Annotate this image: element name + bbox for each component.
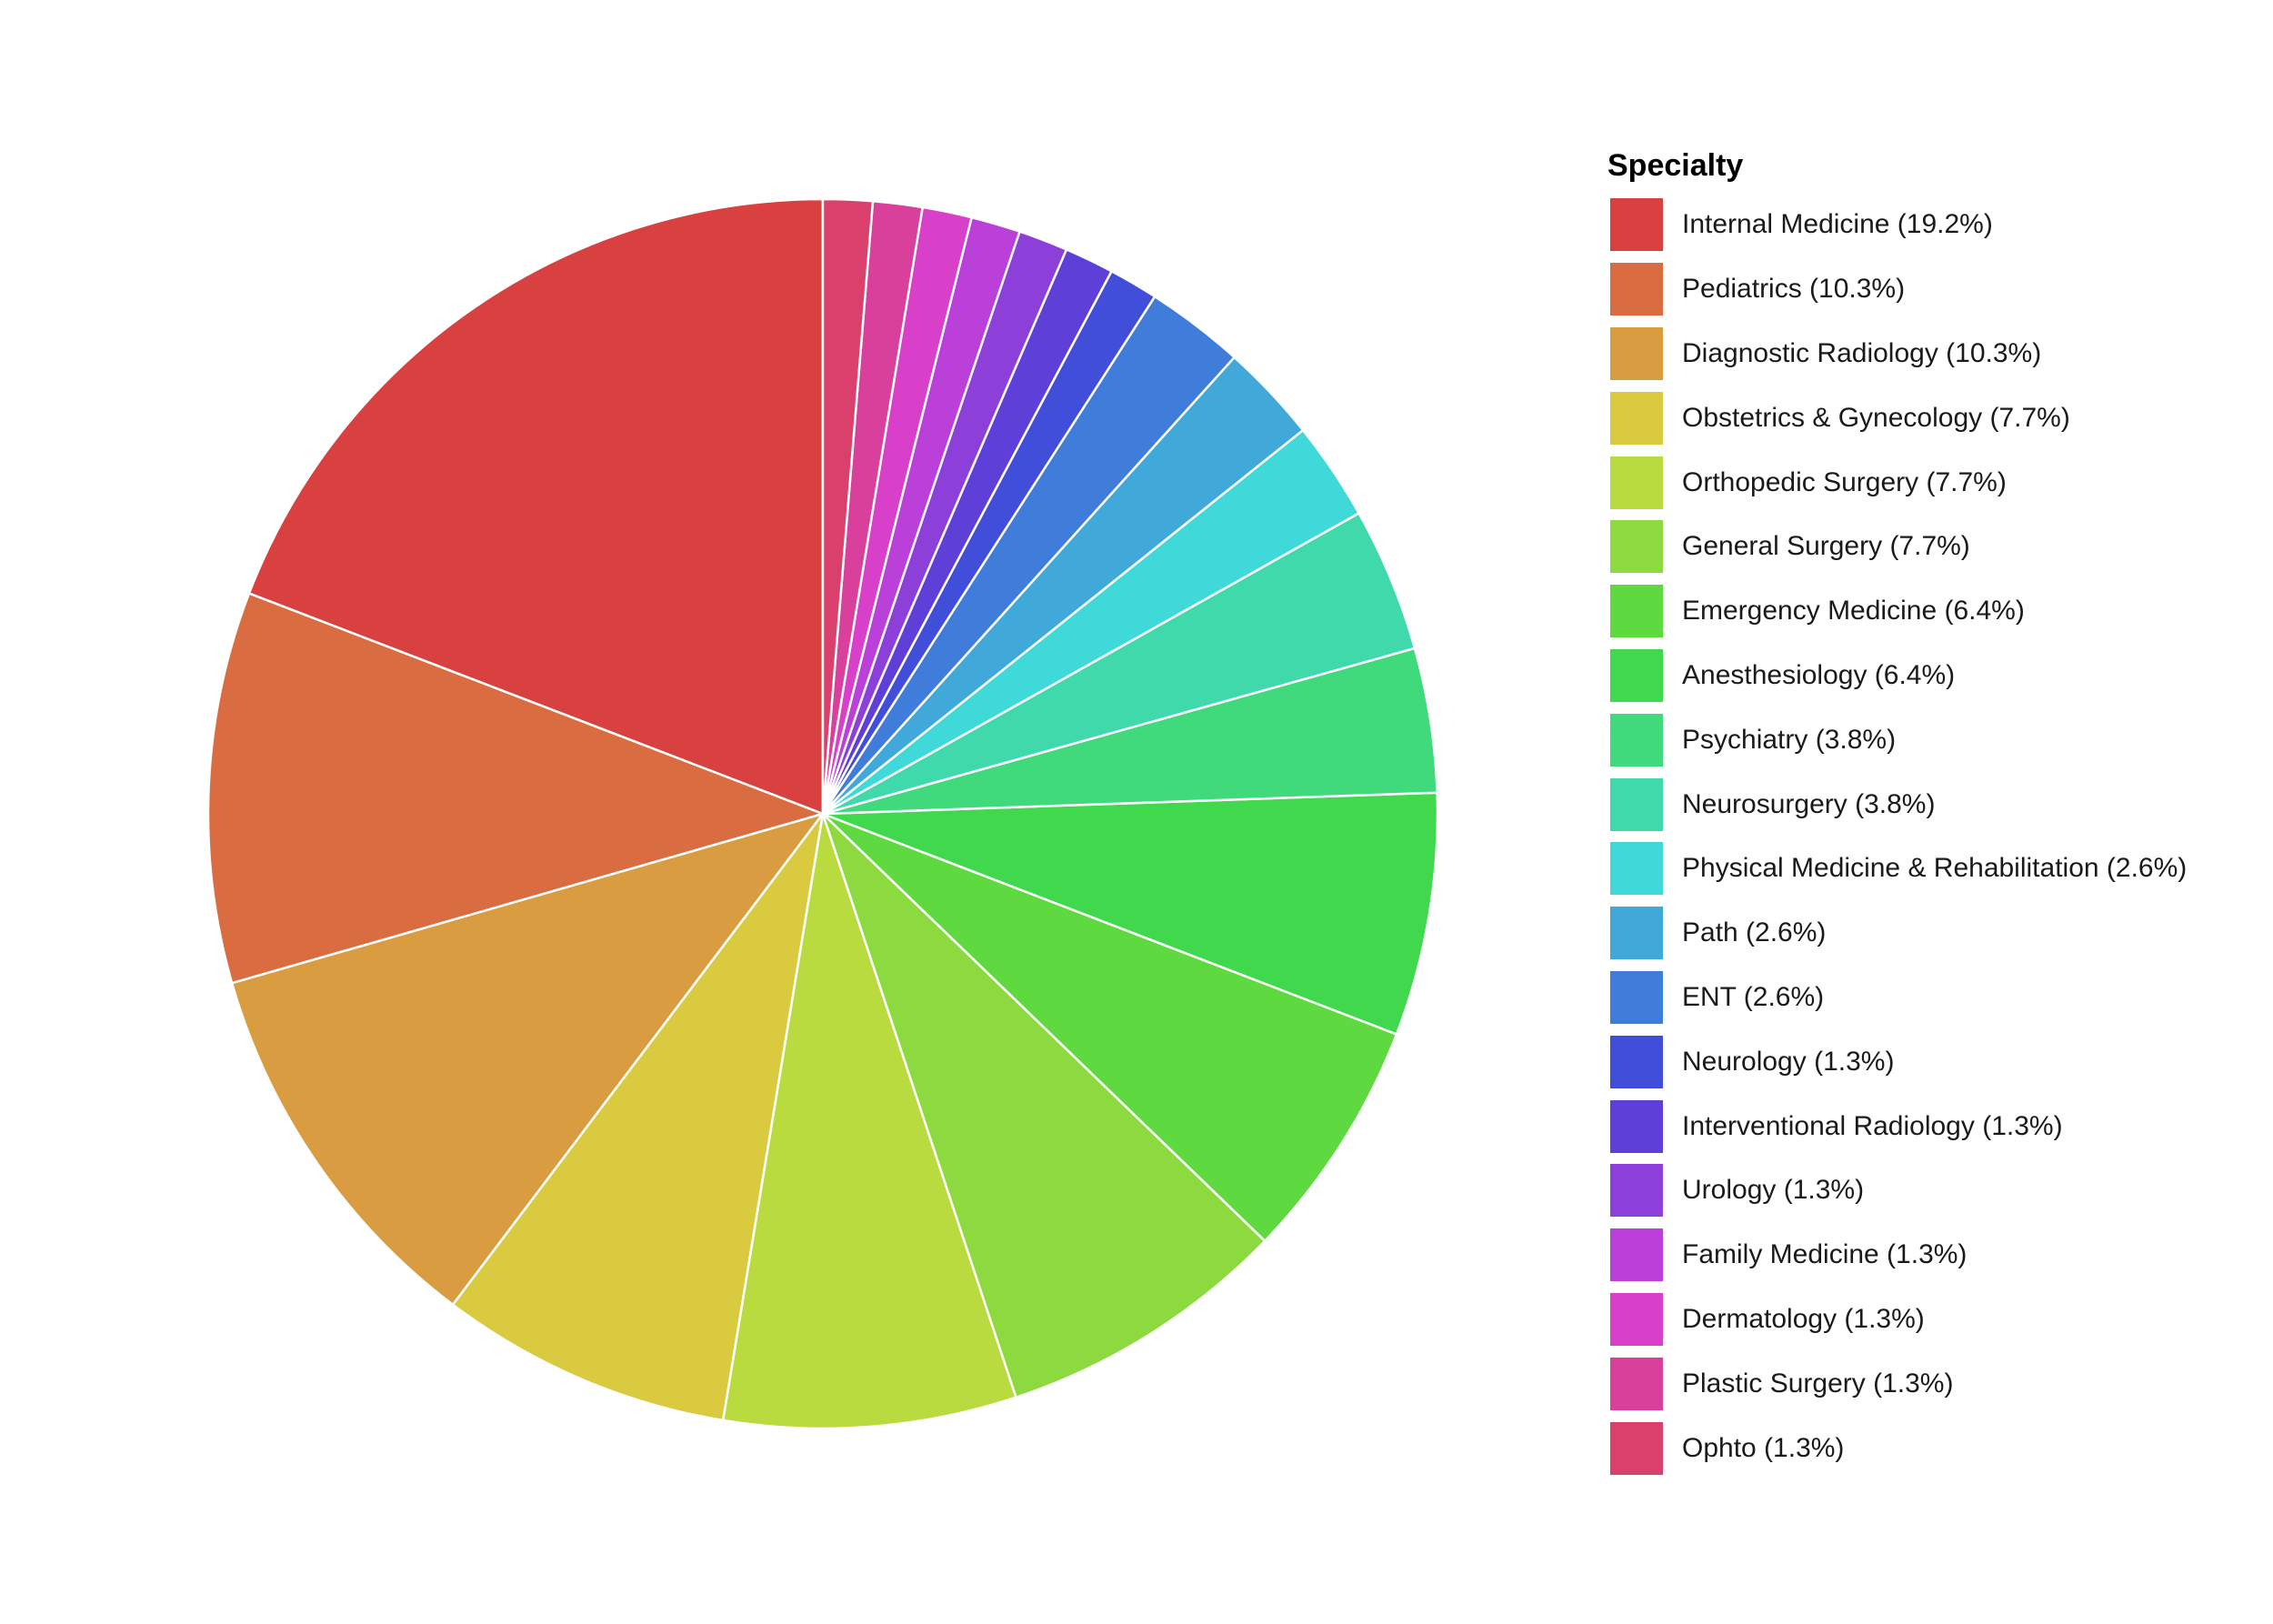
pie-slice-1	[206, 592, 825, 985]
legend-label: ENT (2.6%)	[1682, 981, 1825, 1012]
pie-slice-3	[451, 812, 825, 1422]
legend-item: Diagnostic Radiology (10.3%)	[1607, 322, 2187, 386]
legend-label: Obstetrics & Gynecology (7.7%)	[1682, 402, 2070, 433]
legend-label: Psychiatry (3.8%)	[1682, 724, 1897, 755]
pie-slice-4	[722, 812, 1017, 1430]
legend-label: Interventional Radiology (1.3%)	[1682, 1110, 2063, 1141]
legend-label: Path (2.6%)	[1682, 917, 1827, 948]
legend-swatch	[1607, 904, 1666, 963]
legend-swatch	[1607, 646, 1666, 705]
legend-label: Anesthesiology (6.4%)	[1682, 659, 1956, 690]
pie-slice-6	[821, 812, 1398, 1242]
pie-slice-0	[247, 197, 825, 816]
legend-label: Orthopedic Surgery (7.7%)	[1682, 466, 2007, 497]
legend-swatch	[1607, 517, 1666, 576]
legend-item: Obstetrics & Gynecology (7.7%)	[1607, 386, 2187, 450]
legend-item: Psychiatry (3.8%)	[1607, 707, 2187, 772]
legend-item: Neurosurgery (3.8%)	[1607, 772, 2187, 837]
legend-item: Anesthesiology (6.4%)	[1607, 644, 2187, 708]
legend-swatch	[1607, 324, 1666, 383]
legend-item: Path (2.6%)	[1607, 901, 2187, 966]
legend-item: Physical Medicine & Rehabilitation (2.6%…	[1607, 837, 2187, 901]
legend-label: Plastic Surgery (1.3%)	[1682, 1368, 1954, 1398]
legend-swatch	[1607, 260, 1666, 319]
legend-item: Ophto (1.3%)	[1607, 1416, 2187, 1480]
legend-item: Plastic Surgery (1.3%)	[1607, 1351, 2187, 1416]
legend-swatch	[1607, 710, 1666, 769]
legend-swatch	[1607, 775, 1666, 834]
legend-swatch	[1607, 388, 1666, 447]
pie-slice-7	[821, 791, 1439, 1036]
legend: Specialty Internal Medicine (19.2%) Pedia…	[1607, 145, 2187, 1480]
legend-item: Neurology (1.3%)	[1607, 1029, 2187, 1094]
legend-items: Internal Medicine (19.2%) Pediatrics (10.…	[1607, 193, 2187, 1480]
legend-label: Neurology (1.3%)	[1682, 1046, 1895, 1077]
legend-item: General Surgery (7.7%)	[1607, 515, 2187, 579]
legend-swatch	[1607, 1289, 1666, 1348]
legend-label: Dermatology (1.3%)	[1682, 1303, 1925, 1334]
legend-item: Family Medicine (1.3%)	[1607, 1223, 2187, 1288]
legend-label: Emergency Medicine (6.4%)	[1682, 596, 2025, 627]
legend-swatch	[1607, 1354, 1666, 1413]
legend-item: Orthopedic Surgery (7.7%)	[1607, 450, 2187, 515]
legend-swatch	[1607, 582, 1666, 641]
legend-item: Pediatrics (10.3%)	[1607, 257, 2187, 322]
pie-plot-area	[206, 197, 1439, 1430]
legend-swatch	[1607, 453, 1666, 512]
legend-swatch	[1607, 1032, 1666, 1091]
pie-slice-19	[821, 197, 875, 816]
legend-swatch	[1607, 195, 1666, 255]
legend-label: Diagnostic Radiology (10.3%)	[1682, 337, 2042, 368]
legend-swatch	[1607, 1226, 1666, 1285]
legend-swatch	[1607, 967, 1666, 1027]
pie-slice-5	[821, 812, 1267, 1398]
legend-label: Urology (1.3%)	[1682, 1175, 1865, 1206]
legend-label: Family Medicine (1.3%)	[1682, 1239, 1968, 1270]
legend-swatch	[1607, 1418, 1666, 1478]
legend-item: Emergency Medicine (6.4%)	[1607, 579, 2187, 644]
legend-item: Interventional Radiology (1.3%)	[1607, 1094, 2187, 1158]
legend-item: Internal Medicine (19.2%)	[1607, 193, 2187, 257]
legend-label: Internal Medicine (19.2%)	[1682, 209, 1993, 240]
legend-swatch	[1607, 1097, 1666, 1156]
legend-label: Physical Medicine & Rehabilitation (2.6%…	[1682, 853, 2188, 884]
legend-label: Neurosurgery (3.8%)	[1682, 788, 1936, 819]
legend-item: Dermatology (1.3%)	[1607, 1288, 2187, 1352]
pie-slice-2	[230, 812, 825, 1307]
legend-label: Ophto (1.3%)	[1682, 1432, 1845, 1463]
legend-item: ENT (2.6%)	[1607, 966, 2187, 1030]
legend-item: Urology (1.3%)	[1607, 1158, 2187, 1223]
legend-title: Specialty	[1607, 148, 1744, 183]
legend-label: General Surgery (7.7%)	[1682, 531, 1970, 562]
legend-swatch	[1607, 839, 1666, 898]
legend-swatch	[1607, 1161, 1666, 1220]
legend-label: Pediatrics (10.3%)	[1682, 274, 1906, 305]
